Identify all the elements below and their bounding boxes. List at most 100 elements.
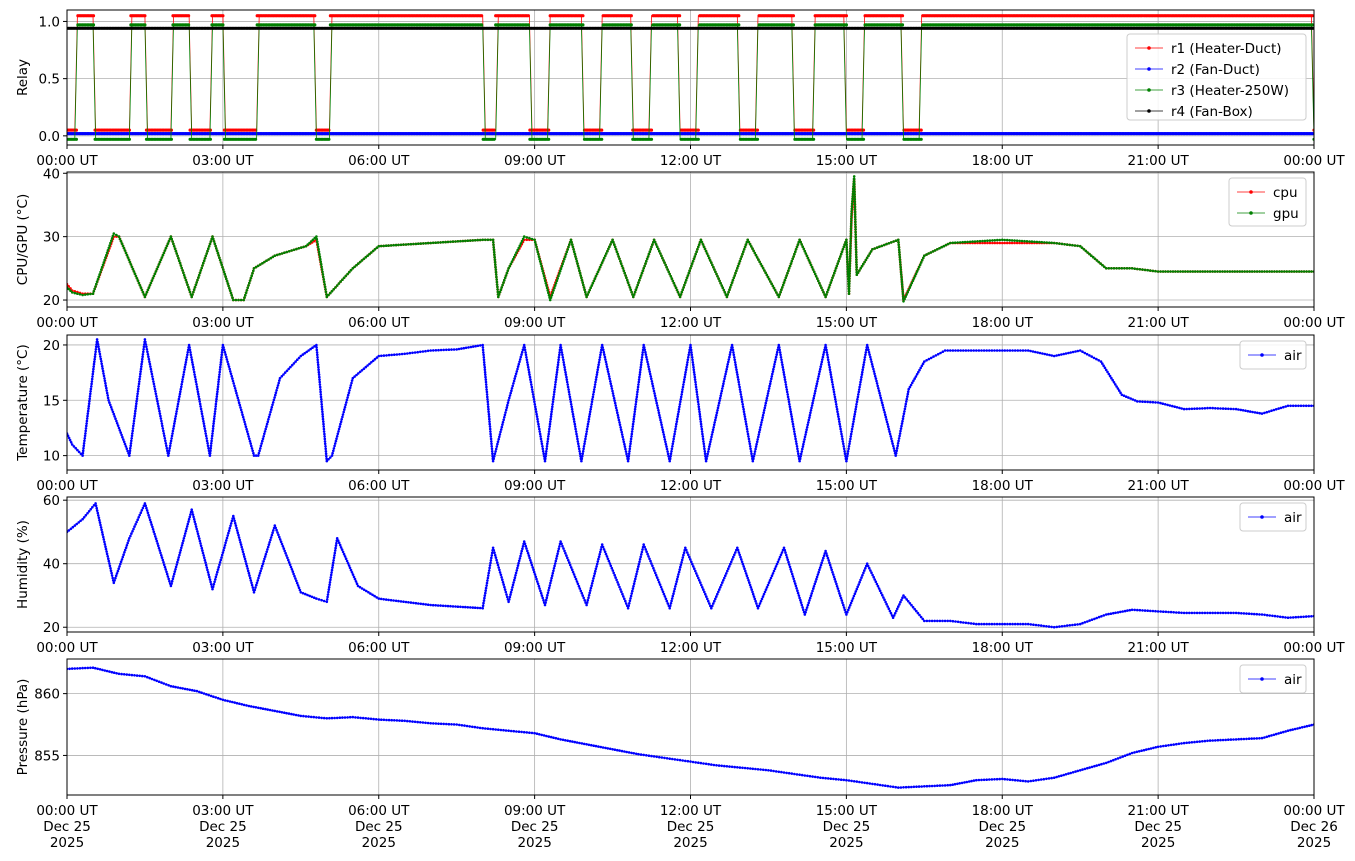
data-point xyxy=(327,137,331,141)
data-point xyxy=(249,276,253,280)
data-point xyxy=(537,255,541,258)
data-point xyxy=(555,279,559,283)
data-point xyxy=(327,293,330,297)
data-point xyxy=(560,265,564,268)
data-point xyxy=(627,283,631,287)
data-point xyxy=(735,269,738,273)
data-point xyxy=(571,245,575,249)
data-point xyxy=(377,244,381,248)
data-point xyxy=(220,263,223,267)
data-point xyxy=(800,243,803,246)
data-point xyxy=(750,245,753,248)
x-tick-label: 03:00 UT xyxy=(192,153,254,169)
data-point xyxy=(167,240,171,243)
data-point xyxy=(226,282,230,285)
data-point xyxy=(613,243,616,246)
data-point xyxy=(629,23,633,27)
data-point xyxy=(104,256,107,259)
data-point xyxy=(687,271,691,275)
data-point xyxy=(746,238,749,242)
data-point xyxy=(698,240,702,244)
data-point xyxy=(436,241,440,244)
data-point xyxy=(169,137,173,141)
data-point xyxy=(316,245,320,248)
data-point xyxy=(225,277,228,281)
data-point xyxy=(697,243,701,246)
data-point xyxy=(556,277,559,280)
data-point xyxy=(1008,241,1011,245)
data-point xyxy=(655,245,659,248)
data-point xyxy=(696,128,700,132)
data-point xyxy=(647,252,651,256)
data-point xyxy=(588,288,591,292)
data-point xyxy=(1023,241,1026,245)
data-point xyxy=(710,261,713,264)
data-point xyxy=(142,293,146,296)
data-point xyxy=(690,264,693,268)
data-point xyxy=(704,249,708,253)
data-point xyxy=(779,290,782,294)
data-point xyxy=(844,23,849,27)
data-point xyxy=(604,254,607,258)
data-point xyxy=(214,244,217,248)
data-point xyxy=(216,251,220,255)
data-point xyxy=(721,286,724,290)
data-point xyxy=(576,264,580,268)
data-point xyxy=(654,243,658,246)
data-point xyxy=(178,261,182,265)
data-point xyxy=(669,275,673,278)
data-point xyxy=(129,263,133,266)
data-point xyxy=(605,252,608,255)
data-point xyxy=(74,137,78,141)
data-point xyxy=(723,291,727,294)
data-point xyxy=(543,277,546,280)
data-point xyxy=(244,291,248,295)
data-point xyxy=(108,244,111,247)
data-point xyxy=(561,262,564,266)
data-point xyxy=(119,240,123,243)
data-point xyxy=(322,280,326,284)
data-point xyxy=(194,283,198,287)
data-point xyxy=(675,288,679,292)
data-point xyxy=(494,270,498,274)
data-point xyxy=(1013,241,1016,245)
data-point xyxy=(612,240,615,244)
data-point xyxy=(674,286,678,290)
data-point xyxy=(459,239,462,243)
data-point xyxy=(520,239,524,243)
data-point xyxy=(313,14,317,18)
data-point xyxy=(811,268,815,271)
data-point xyxy=(494,263,497,266)
data-point xyxy=(684,278,688,282)
data-point xyxy=(344,274,348,278)
data-point xyxy=(701,243,705,246)
data-point xyxy=(506,269,510,273)
data-point xyxy=(615,250,619,253)
data-point xyxy=(755,137,760,141)
data-point xyxy=(919,128,923,132)
data-point xyxy=(217,254,220,257)
data-point xyxy=(394,243,398,247)
data-point xyxy=(231,296,234,300)
data-point xyxy=(118,237,122,241)
data-point xyxy=(493,253,496,256)
data-point xyxy=(812,137,816,141)
data-point xyxy=(324,290,328,294)
data-point xyxy=(495,283,499,286)
data-point xyxy=(191,293,194,296)
data-point xyxy=(297,247,301,250)
data-point xyxy=(184,278,188,282)
data-point xyxy=(431,241,435,245)
data-point xyxy=(682,286,685,289)
data-point xyxy=(643,264,646,268)
x-tick-label: 06:00 UT xyxy=(348,153,410,169)
data-point xyxy=(637,281,640,284)
data-point xyxy=(761,267,765,270)
data-point xyxy=(446,240,450,244)
data-point xyxy=(67,287,70,291)
data-point xyxy=(192,288,196,291)
data-point xyxy=(636,283,639,287)
data-point xyxy=(316,242,320,246)
data-point xyxy=(573,252,577,256)
